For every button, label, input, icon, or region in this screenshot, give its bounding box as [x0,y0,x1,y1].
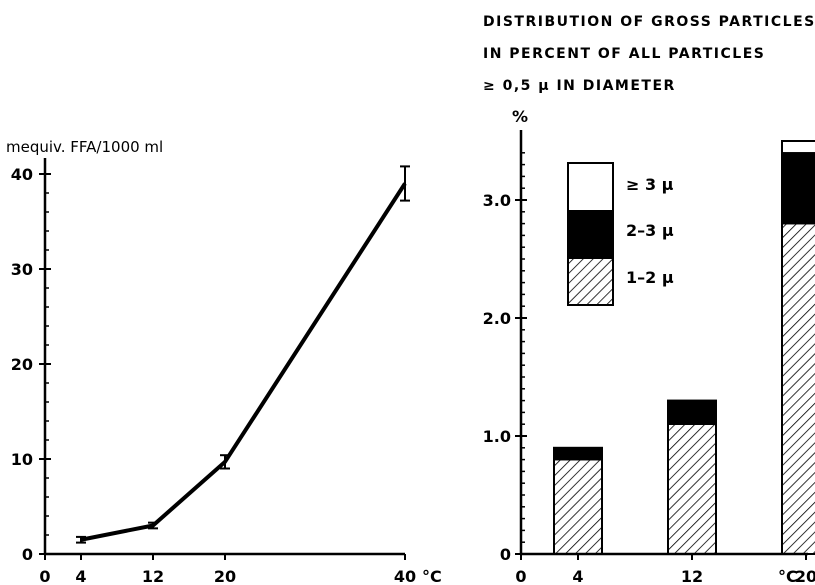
legend-swatch-1-2 [568,259,613,305]
bar-stack-20 [781,140,815,555]
legend-swatch-2-3 [568,210,613,259]
ffa-line-chart: mequiv. FFA/1000 ml 0 10 20 30 40 0 4 12 20 40 °… [6,138,442,585]
bar-segment-1-2-20 [781,222,815,555]
particle-x-tick-label: 4 [572,567,583,585]
legend-outline [567,162,614,306]
particle-y-ticks: 0 1.0 2.0 3.0 [483,152,527,564]
ffa-x-tick-label: 4 [75,567,86,585]
ffa-y-tick-label: 20 [11,355,33,374]
bar-segment-2-3-20 [781,152,815,225]
legend-label-1-2: 1–2 μ [626,268,674,287]
ffa-error-bars [76,165,410,544]
particle-x-tick-label: 0 [515,567,526,585]
ffa-series-line [80,182,407,542]
particle-title-line-1: DISTRIBUTION OF GROSS PARTICLES [483,14,815,30]
particle-y-tick-label: 3.0 [483,191,511,210]
legend-label-2-3: 2–3 μ [626,221,674,240]
ffa-x-tick-label: 20 [214,567,236,585]
ffa-x-ticks: 0 4 12 20 40 [39,552,416,585]
ffa-x-tick-label: 0 [39,567,50,585]
particle-bars [553,140,815,555]
particle-legend: 1–2 μ 2–3 μ ≥ 3 μ [567,162,674,306]
ffa-y-tick-label: 0 [22,545,33,564]
particle-title-line-2: IN PERCENT OF ALL PARTICLES [483,46,765,62]
ffa-y-ticks: 0 10 20 30 40 [11,165,51,564]
legend-label-ge-3: ≥ 3 μ [626,175,674,194]
particle-x-tick-label: 20 [795,567,815,585]
ffa-y-tick-label: 40 [11,165,33,184]
particle-x-ticks: 0 4 12 20 [515,552,815,585]
legend-swatch-ge-3 [568,163,613,210]
particle-y-tick-label: 2.0 [483,309,511,328]
bar-segment-ge-3-20 [781,140,815,154]
ffa-y-tick-label: 10 [11,450,33,469]
bar-segment-2-3-12 [667,399,717,425]
particle-x-unit: °C [778,567,798,585]
particle-title-line-3: ≥ 0,5 μ IN DIAMETER [483,78,676,94]
particle-y-tick-label: 0 [500,545,511,564]
bar-segment-1-2-4 [553,458,603,555]
bar-stack-4 [553,446,603,555]
bar-stack-12 [667,399,717,555]
ffa-y-axis-label: mequiv. FFA/1000 ml [6,138,163,156]
particle-y-axis-label: % [512,107,528,126]
particle-x-tick-label: 12 [681,567,703,585]
ffa-y-tick-label: 30 [11,260,33,279]
bar-segment-2-3-4 [553,447,603,461]
ffa-x-unit: °C [422,567,442,585]
ffa-x-tick-label: 12 [142,567,164,585]
ffa-x-tick-label: 40 [394,567,416,585]
bar-segment-1-2-12 [667,423,717,555]
particle-bar-chart: DISTRIBUTION OF GROSS PARTICLES IN PERCE… [483,14,815,585]
particle-y-tick-label: 1.0 [483,427,511,446]
